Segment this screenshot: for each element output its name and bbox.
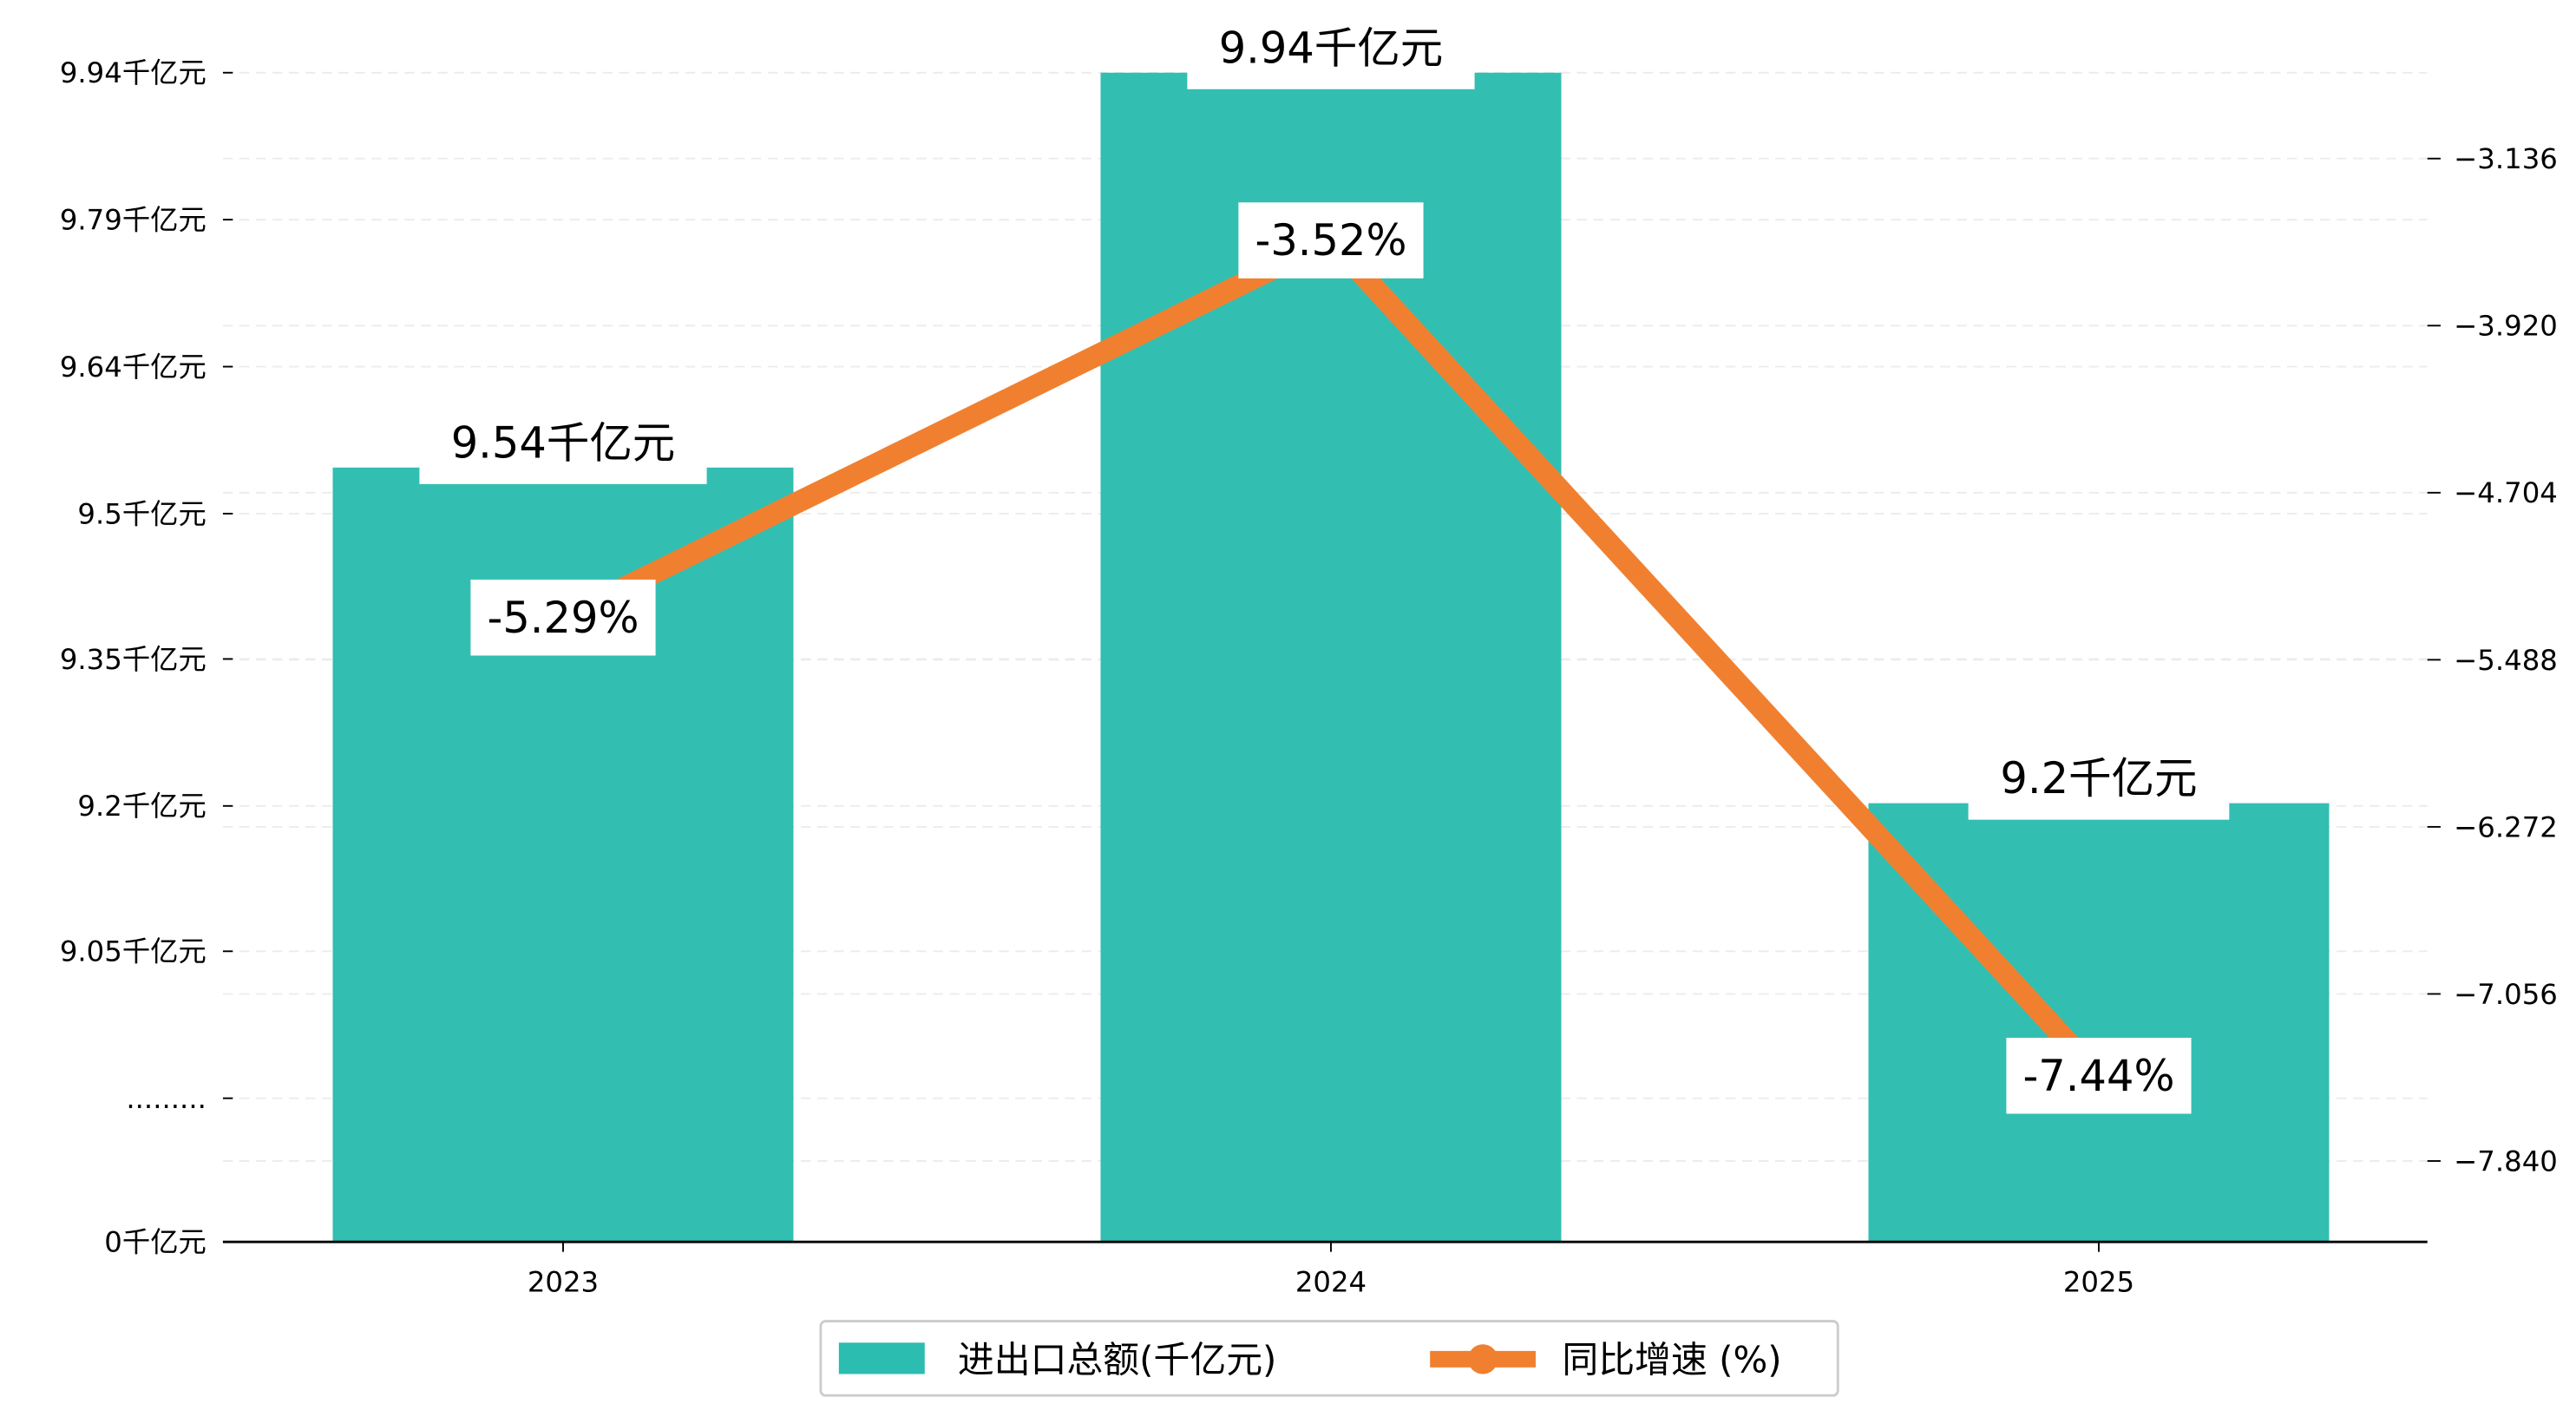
left-tick-label: 9.2千亿元 xyxy=(77,790,206,823)
right-tick-label: −3.920 xyxy=(2454,310,2558,343)
legend-box xyxy=(819,1320,1839,1397)
growth-value-label: -3.52% xyxy=(1255,215,1406,266)
line-label-box xyxy=(470,579,656,656)
x-tick-label: 2025 xyxy=(2063,1265,2134,1298)
bar-value-label: 9.2千亿元 xyxy=(2000,753,2197,804)
bar-2025 xyxy=(1868,803,2330,1243)
left-tick-label: 9.5千亿元 xyxy=(77,497,206,530)
right-tick-label: −6.272 xyxy=(2454,810,2558,843)
bar-label-box xyxy=(419,417,707,484)
legend-swatch-bar xyxy=(838,1342,925,1374)
left-tick-label: 9.94千亿元 xyxy=(60,56,206,89)
x-tick-label: 2024 xyxy=(1295,1265,1367,1298)
left-tick-label: 9.35千亿元 xyxy=(60,643,206,676)
right-tick-label: −3.136 xyxy=(2454,142,2558,175)
growth-value-label: -7.44% xyxy=(2022,1051,2174,1101)
legend-label-bar: 进出口总额(千亿元) xyxy=(958,1339,1277,1381)
left-tick-label: 9.79千亿元 xyxy=(60,204,206,237)
right-tick-label: −4.704 xyxy=(2454,476,2558,509)
bar-label-box xyxy=(1187,23,1475,89)
line-label-box xyxy=(1238,202,1424,279)
growth-value-label: -5.29% xyxy=(487,593,639,643)
left-tick-label: ......... xyxy=(126,1082,206,1115)
right-tick-label: −7.056 xyxy=(2454,978,2558,1011)
legend-marker-icon xyxy=(1467,1344,1498,1374)
right-tick-label: −7.840 xyxy=(2454,1145,2558,1178)
data-labels: 9.54千亿元 9.94千亿元 9.2千亿元 -5.29% -3.52% -7.44% xyxy=(419,23,2230,1114)
legend-label-line: 同比增速 (%) xyxy=(1562,1339,1781,1381)
bar-value-label: 9.54千亿元 xyxy=(451,417,676,468)
bar-label-box xyxy=(1968,753,2230,820)
left-tick-label: 0千亿元 xyxy=(104,1226,206,1259)
bar-value-label: 9.94千亿元 xyxy=(1219,23,1444,73)
legend: 进出口总额(千亿元) 同比增速 (%) xyxy=(819,1320,1839,1397)
x-tick-label: 2023 xyxy=(528,1265,599,1298)
axes: 2023 2024 2025 9.94千亿元 9.79千亿元 9.64千亿元 9.5千亿元 9… xyxy=(60,56,2558,1298)
right-tick-label: −5.488 xyxy=(2454,644,2558,677)
left-tick-label: 9.05千亿元 xyxy=(60,935,206,968)
left-tick-label: 9.64千亿元 xyxy=(60,351,206,384)
line-label-box xyxy=(2006,1037,2192,1114)
